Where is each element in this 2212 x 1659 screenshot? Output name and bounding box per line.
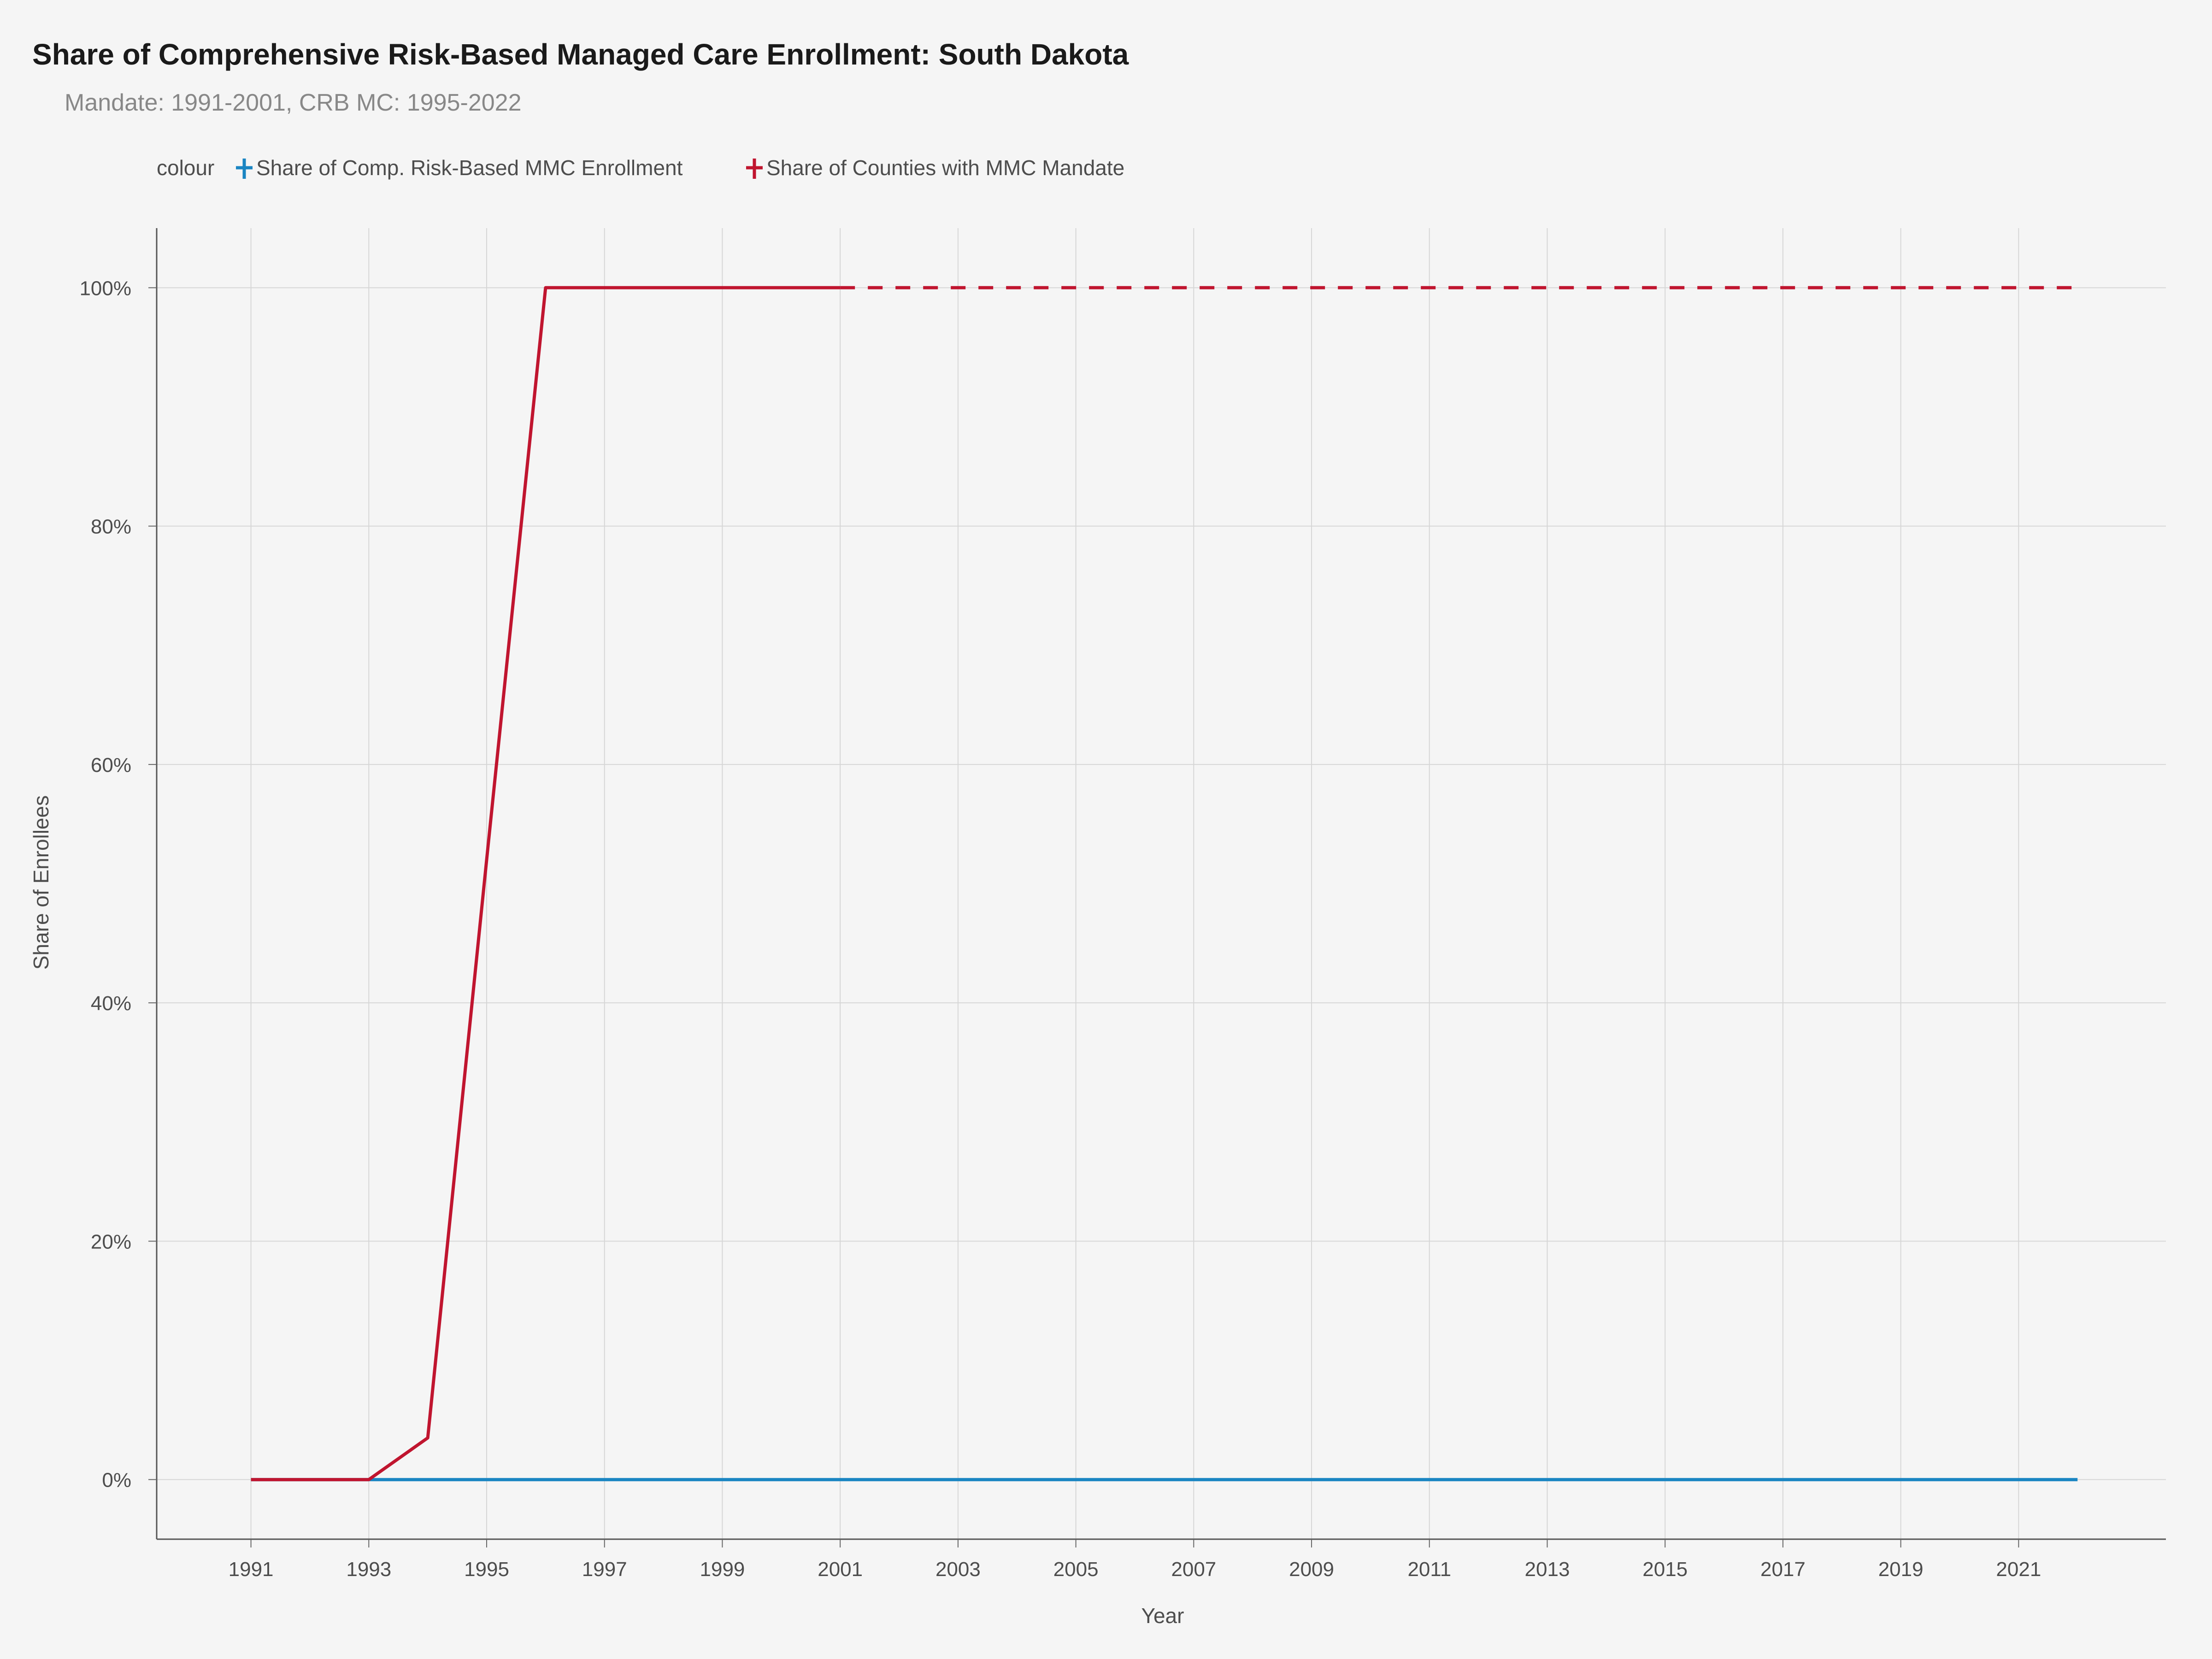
y-tick-label: 60% [91,754,131,777]
axes [156,228,2166,1540]
x-axis-ticks: 1991 1993 1995 1997 1999 2001 2003 2005 2007 2009… [229,1539,2041,1581]
chart-title: Share of Comprehensive Risk-Based Manage… [32,38,1129,71]
x-tick-label: 2021 [1996,1558,2041,1581]
x-tick-label: 2011 [1407,1558,1451,1581]
x-tick-label: 2013 [1525,1558,1570,1581]
x-tick-label: 2019 [1878,1558,1924,1581]
x-tick-label: 1993 [346,1558,391,1581]
legend-title: colour [157,156,214,180]
y-tick-label: 0% [102,1469,131,1492]
y-tick-label: 100% [79,277,131,300]
x-tick-label: 2015 [1642,1558,1688,1581]
x-tick-label: 2009 [1289,1558,1334,1581]
y-axis-title: Share of Enrollees [29,795,53,970]
grid [157,228,2166,1539]
y-tick-label: 40% [91,992,131,1015]
y-tick-label: 80% [91,516,131,538]
x-tick-label: 2005 [1053,1558,1099,1581]
x-axis-title: Year [1141,1604,1184,1628]
y-tick-label: 20% [91,1230,131,1253]
legend: colour Share of Comp. Risk-Based MMC Enro… [157,156,1124,180]
x-tick-label: 2001 [818,1558,863,1581]
x-tick-label: 1995 [464,1558,509,1581]
x-tick-label: 2007 [1171,1558,1216,1581]
x-tick-label: 2003 [935,1558,981,1581]
x-tick-label: 1997 [582,1558,627,1581]
series-layer [251,286,2078,1482]
x-tick-label: 1991 [229,1558,274,1581]
y-axis-ticks: 0% 20% 40% 60% 80% 100% [79,277,157,1492]
x-tick-label: 2017 [1760,1558,1806,1581]
legend-label: Share of Comp. Risk-Based MMC Enrollment [256,156,683,180]
series-line-mandate [251,286,841,1482]
legend-label: Share of Counties with MMC Mandate [766,156,1124,180]
chart-subtitle: Mandate: 1991-2001, CRB MC: 1995-2022 [65,89,522,116]
x-tick-label: 1999 [700,1558,745,1581]
